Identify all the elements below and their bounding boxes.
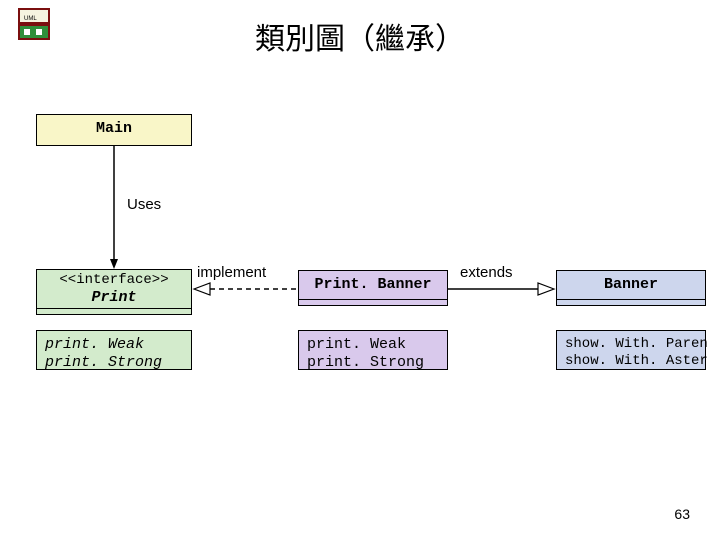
uses-label: Uses [127, 196, 161, 213]
implement-label: implement [197, 264, 266, 281]
extends-label: extends [460, 264, 513, 281]
class-print-banner-ops: print. Weak print. Strong [298, 330, 448, 370]
class-print-banner-attr [298, 300, 448, 306]
print-banner-name: Print. Banner [299, 271, 447, 299]
page-number: 63 [674, 506, 690, 522]
class-main: Main [36, 114, 192, 146]
print-name: Print [37, 289, 191, 309]
class-print-header: <<interface>> Print [36, 269, 192, 309]
class-banner-ops: show. With. Paren show. With. Aster [556, 330, 706, 370]
print-banner-ops-text: print. Weak print. Strong [299, 331, 447, 377]
banner-ops-text: show. With. Paren show. With. Aster [557, 331, 705, 375]
print-stereotype: <<interface>> [37, 270, 191, 289]
implement-arrow [192, 282, 298, 302]
extends-arrow [448, 282, 556, 302]
print-ops-text: print. Weak print. Strong [37, 331, 191, 377]
class-print-attr [36, 309, 192, 315]
class-print-ops: print. Weak print. Strong [36, 330, 192, 370]
class-banner-header: Banner [556, 270, 706, 300]
class-print-banner-header: Print. Banner [298, 270, 448, 300]
banner-name: Banner [557, 271, 705, 299]
class-banner-attr [556, 300, 706, 306]
class-main-name: Main [37, 115, 191, 143]
diagram-title: 類別圖（繼承） [0, 14, 720, 58]
